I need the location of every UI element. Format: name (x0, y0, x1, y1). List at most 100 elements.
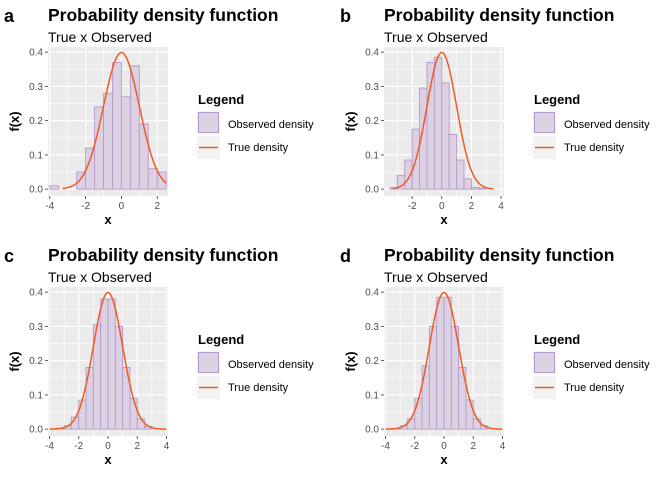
observed-density-bars (392, 296, 489, 430)
histogram-bar (448, 133, 458, 190)
panel-c: c Probability density function True x Obse… (4, 245, 314, 467)
y-tick-label: 0.2 (365, 356, 379, 367)
y-axis: 0.0 0.1 0.2 0.3 0.4 (365, 48, 384, 196)
x-tick-label: -4 (45, 201, 54, 212)
y-tick-label: 0.3 (29, 82, 43, 93)
panel-tag: c (4, 246, 14, 266)
legend-title: Legend (534, 92, 580, 107)
x-tick-label: 4 (498, 201, 504, 212)
chart-title: Probability density function (48, 245, 278, 265)
legend: Legend Observed density True density (197, 92, 314, 159)
panel-tag: a (4, 6, 15, 26)
legend-label-observed: Observed density (228, 359, 314, 371)
histogram-bar (472, 418, 482, 430)
legend-key-observed (534, 352, 555, 373)
histogram-bar (421, 365, 430, 430)
chart-subtitle: True x Observed (384, 269, 488, 285)
histogram-bar (414, 397, 423, 430)
observed-density-bars (56, 298, 153, 430)
histogram-bar (436, 296, 445, 430)
histogram-bar (147, 168, 158, 190)
y-axis-title: f(x) (7, 111, 22, 131)
y-tick-label: 0.2 (29, 116, 43, 127)
x-axis-title: x (104, 452, 112, 467)
y-tick-label: 0.0 (29, 185, 43, 196)
y-tick-label: 0.4 (365, 288, 379, 299)
y-axis: 0.0 0.1 0.2 0.3 0.4 (365, 288, 384, 436)
observed-density-bars (49, 61, 167, 190)
legend-key-observed (198, 112, 219, 133)
histogram-bar (463, 178, 472, 190)
histogram-bar (465, 399, 474, 430)
y-tick-label: 0.1 (365, 150, 379, 161)
legend-label-true: True density (564, 142, 625, 154)
y-tick-label: 0.3 (365, 322, 379, 333)
y-axis-title: f(x) (343, 111, 358, 131)
x-tick-label: 4 (164, 441, 170, 452)
histogram-bar (406, 418, 416, 430)
histogram-bar (78, 399, 87, 430)
histogram-bar (441, 82, 450, 190)
panel-a: a Probability density function True x Obse… (4, 5, 314, 227)
histogram-bar (470, 186, 480, 190)
legend: Legend Observed density True density (533, 332, 650, 399)
x-tick-label: -2 (408, 201, 417, 212)
x-axis: -4 -2 0 2 (45, 196, 160, 212)
histogram-bar (156, 171, 167, 190)
y-axis: 0.0 0.1 0.2 0.3 0.4 (29, 288, 48, 436)
histogram-bar (426, 61, 435, 190)
true-density-line (62, 51, 167, 190)
y-tick-label: 0.4 (29, 288, 43, 299)
y-tick-label: 0.3 (29, 322, 43, 333)
histogram-bar (94, 106, 104, 190)
y-tick-label: 0.2 (365, 116, 379, 127)
y-tick-label: 0.0 (365, 425, 379, 436)
x-tick-label: 2 (134, 441, 140, 452)
x-axis: -4 -2 0 2 4 (381, 436, 506, 452)
true-density-line (385, 291, 503, 430)
histogram-bar (112, 61, 122, 190)
true-density-line (49, 291, 167, 430)
y-tick-label: 0.2 (29, 356, 43, 367)
histogram-bar (107, 298, 116, 430)
histogram-bar (136, 418, 146, 430)
y-axis: 0.0 0.1 0.2 0.3 0.4 (29, 48, 48, 196)
chart-subtitle: True x Observed (48, 269, 152, 285)
x-tick-label: 2 (470, 441, 476, 452)
legend: Legend Observed density True density (197, 332, 314, 399)
histogram-bar (103, 92, 113, 190)
x-tick-label: 4 (500, 441, 506, 452)
legend-title: Legend (198, 332, 244, 347)
legend-title: Legend (534, 332, 580, 347)
legend-label-observed: Observed density (228, 119, 314, 131)
panel-b: b Probability density function True x Obse… (340, 5, 650, 227)
histogram-bar (100, 298, 109, 430)
legend-label-true: True density (228, 382, 289, 394)
y-axis-title: f(x) (343, 351, 358, 371)
chart-subtitle: True x Observed (48, 29, 152, 45)
y-tick-label: 0.1 (365, 390, 379, 401)
x-axis: -2 0 2 4 (408, 196, 504, 212)
histogram-bar (49, 185, 60, 190)
y-tick-label: 0.4 (29, 48, 43, 59)
x-tick-label: -4 (45, 441, 54, 452)
histogram-bar (443, 296, 452, 430)
legend-label-true: True density (228, 142, 289, 154)
x-tick-label: 0 (105, 441, 111, 452)
panel-tag: b (340, 6, 351, 26)
y-tick-label: 0.1 (29, 150, 43, 161)
x-tick-label: -4 (381, 441, 390, 452)
x-axis-title: x (440, 212, 448, 227)
x-axis-title: x (104, 212, 112, 227)
chart-title: Probability density function (384, 5, 614, 25)
legend-key-observed (534, 112, 555, 133)
true-density-line (392, 51, 494, 190)
chart-subtitle: True x Observed (384, 29, 488, 45)
x-tick-label: 2 (469, 201, 475, 212)
histogram-bar (433, 56, 443, 190)
y-tick-label: 0.0 (365, 185, 379, 196)
y-tick-label: 0.4 (365, 48, 379, 59)
chart-title: Probability density function (384, 245, 614, 265)
legend: Legend Observed density True density (533, 92, 650, 159)
histogram-bar (456, 159, 465, 190)
